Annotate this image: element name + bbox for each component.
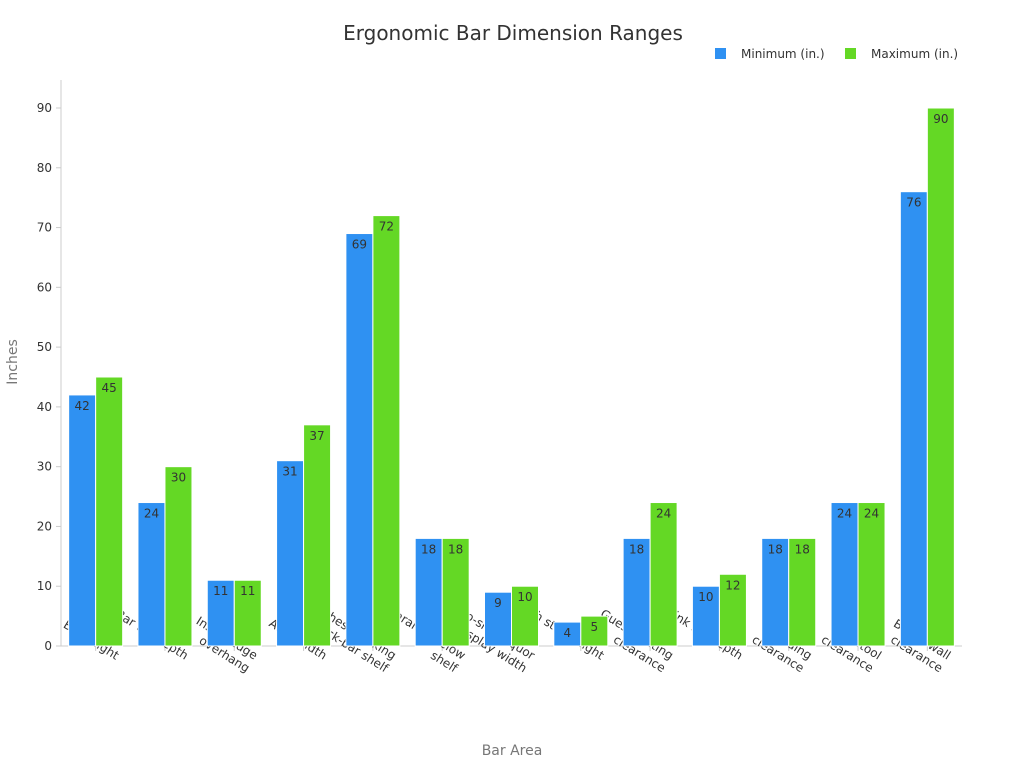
- bar-value-label: 5: [590, 620, 598, 634]
- bar-value-label: 10: [517, 590, 532, 604]
- bar-value-label: 76: [906, 196, 921, 210]
- y-tick-label: 10: [37, 579, 52, 593]
- bar-maximum: [303, 424, 332, 647]
- bar-value-label: 30: [171, 471, 186, 485]
- bar-minimum: [830, 502, 859, 647]
- bar-value-label: 72: [379, 220, 394, 234]
- legend-swatch: [845, 48, 856, 59]
- legend-label: Minimum (in.): [741, 47, 825, 61]
- bar-value-label: 24: [837, 507, 852, 521]
- bar-maximum: [926, 107, 955, 647]
- y-tick-label: 90: [37, 101, 52, 115]
- bar-value-label: 4: [563, 626, 571, 640]
- bar-minimum: [137, 502, 166, 647]
- bar-value-label: 18: [795, 542, 810, 556]
- bar-value-label: 11: [240, 584, 255, 598]
- bar-value-label: 11: [213, 584, 228, 598]
- bar-value-label: 24: [144, 507, 159, 521]
- bar-maximum: [511, 585, 539, 647]
- bar-maximum: [95, 376, 124, 647]
- bar-maximum: [857, 502, 886, 647]
- bar-value-label: 45: [102, 381, 117, 395]
- bar-minimum: [414, 537, 443, 647]
- legend: Minimum (in.) Maximum (in.): [715, 47, 958, 61]
- bar-minimum: [276, 460, 305, 647]
- bar-maximum: [649, 502, 678, 647]
- bar-maximum: [372, 215, 401, 647]
- bar-maximum: [580, 615, 609, 647]
- bar-maximum: [441, 537, 470, 647]
- y-tick-label: 70: [37, 221, 52, 235]
- bar-value-label: 18: [448, 542, 463, 556]
- bar-value-label: 18: [768, 542, 783, 556]
- bar-minimum: [206, 579, 235, 647]
- y-tick-label: 30: [37, 460, 52, 474]
- bar-value-label: 31: [282, 465, 297, 479]
- y-tick-label: 50: [37, 340, 52, 354]
- bar-minimum: [68, 394, 97, 647]
- y-tick-label: 80: [37, 161, 52, 175]
- bar-minimum: [899, 191, 928, 647]
- legend-swatch: [715, 48, 726, 59]
- bar-value-label: 18: [629, 542, 644, 556]
- bar-value-label: 24: [864, 507, 879, 521]
- bar-value-label: 90: [933, 112, 948, 126]
- bar-maximum: [164, 466, 193, 647]
- y-axis: 0 10 20 30 40 50 60 70 80 90: [37, 80, 62, 653]
- bar-minimum: [622, 537, 651, 647]
- bar-maximum: [233, 579, 262, 647]
- x-axis-title: Bar Area: [482, 743, 543, 759]
- y-tick-label: 20: [37, 519, 52, 533]
- y-axis-title: Inches: [5, 339, 21, 384]
- bar-value-label: 18: [421, 542, 436, 556]
- chart-title: Ergonomic Bar Dimension Ranges: [343, 21, 683, 45]
- y-tick-label: 40: [37, 400, 52, 414]
- bar-value-label: 10: [698, 590, 713, 604]
- bar-value-label: 37: [309, 429, 324, 443]
- bar-value-label: 69: [352, 238, 367, 252]
- bar-maximum: [718, 573, 747, 647]
- y-tick-label: 0: [44, 639, 52, 653]
- bar-maximum: [788, 537, 817, 647]
- bar-value-label: 12: [725, 578, 740, 592]
- bar-value-label: 42: [75, 399, 90, 413]
- bar-minimum: [345, 233, 374, 647]
- y-tick-label: 60: [37, 280, 52, 294]
- bar-value-label: 24: [656, 507, 671, 521]
- bar-value-label: 9: [494, 596, 502, 610]
- legend-label: Maximum (in.): [871, 47, 958, 61]
